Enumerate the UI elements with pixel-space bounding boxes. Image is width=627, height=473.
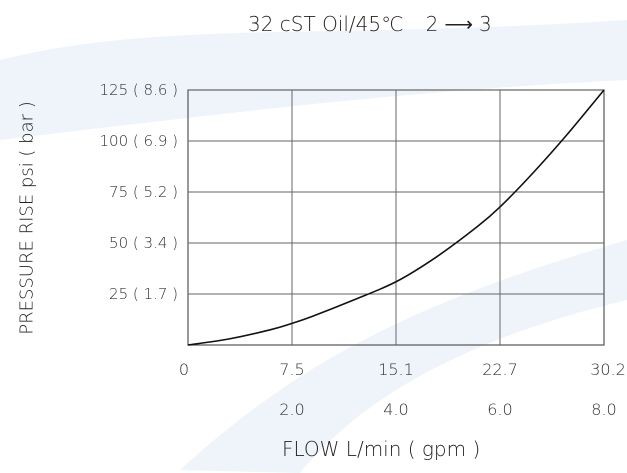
pressure-curve	[187, 89, 605, 346]
x-tick-label-lpm: 30.2	[590, 360, 626, 379]
y-tick-label: 125 ( 8.6 )	[99, 81, 179, 99]
x-tick-label-gpm: 2.0	[279, 400, 305, 419]
chart-title: 32 cST Oil/45℃ 2 ⟶ 3	[248, 12, 492, 36]
y-tick-label: 50 ( 3.4 )	[109, 234, 178, 252]
x-tick-label-lpm: 15.1	[378, 360, 414, 379]
x-tick-label-lpm: 7.5	[279, 360, 305, 379]
x-tick-label-lpm: 22.7	[482, 360, 518, 379]
flow-to-label: 3	[478, 12, 492, 36]
x-tick-label-gpm: 4.0	[383, 400, 409, 419]
x-tick-label-lpm: 0	[178, 360, 190, 379]
y-tick-label: 75 ( 5.2 )	[109, 183, 178, 201]
x-tick-label-gpm: 8.0	[591, 400, 617, 419]
flow-from-label: 2	[425, 12, 439, 36]
y-tick-label: 25 ( 1.7 )	[109, 285, 178, 303]
y-tick-label: 100 ( 6.9 )	[99, 132, 179, 150]
arrow-right-icon: ⟶	[444, 12, 473, 36]
chart-title-text: 32 cST Oil/45℃	[248, 12, 404, 36]
x-axis-label: FLOW L/min ( gpm )	[282, 437, 481, 461]
x-tick-label-gpm: 6.0	[487, 400, 513, 419]
